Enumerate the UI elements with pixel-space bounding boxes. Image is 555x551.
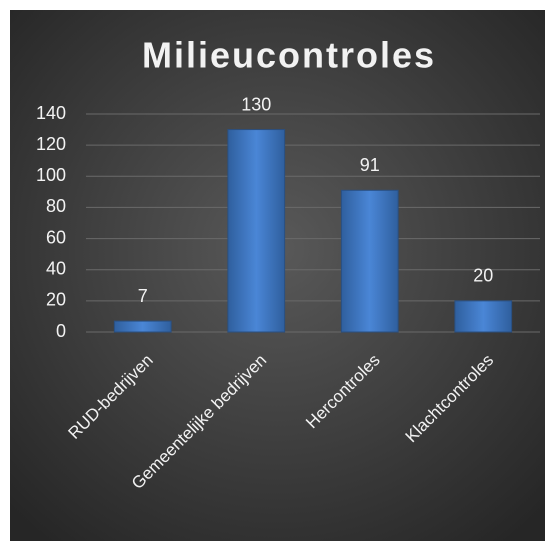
data-label: 7 <box>138 286 148 306</box>
y-tick-label: 60 <box>46 227 66 247</box>
bar <box>113 320 172 333</box>
y-tick-label: 0 <box>56 321 66 341</box>
y-tick-label: 80 <box>46 196 66 216</box>
bar <box>454 300 513 333</box>
y-tick-label: 40 <box>46 258 66 278</box>
data-label: 20 <box>473 266 493 286</box>
data-label: 130 <box>241 94 271 114</box>
y-tick-label: 140 <box>36 103 66 123</box>
bar <box>227 129 286 333</box>
chart-title: Milieucontroles <box>142 35 436 76</box>
y-tick-label: 20 <box>46 290 66 310</box>
data-label: 91 <box>360 155 380 175</box>
y-tick-label: 100 <box>36 165 66 185</box>
y-tick-label: 120 <box>36 134 66 154</box>
bar <box>340 189 399 333</box>
